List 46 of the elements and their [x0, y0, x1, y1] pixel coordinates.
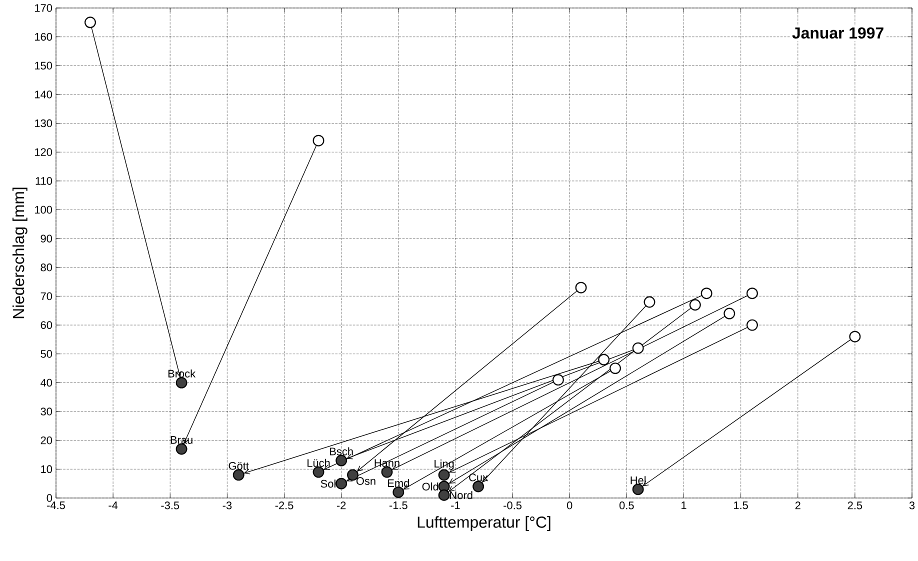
x-tick-label: 3 [909, 502, 915, 510]
y-tick-label: 140 [35, 90, 52, 98]
x-tick-label: -0.5 [504, 502, 522, 510]
y-tick-label: 160 [35, 32, 52, 41]
y-tick-label: 130 [35, 119, 52, 128]
y-tick-label: 40 [40, 378, 52, 387]
y-tick-label: 50 [40, 350, 52, 358]
y-tick-label: 80 [40, 264, 52, 272]
x-tick-label: -2.5 [275, 502, 294, 510]
y-tick-label: 30 [40, 408, 52, 416]
annotation: Lüch [308, 458, 330, 467]
x-tick-label: 1 [682, 502, 686, 510]
y-tick-label: 110 [36, 177, 52, 185]
annotation: Hel [630, 476, 646, 484]
x-tick-label: -4.5 [47, 502, 65, 510]
x-tick-label: 0 [566, 502, 572, 510]
annotation: Sol [320, 480, 336, 488]
y-tick-label: 100 [35, 206, 52, 214]
x-tick-label: 2.5 [848, 502, 862, 510]
x-tick-label: -2 [336, 502, 346, 510]
y-tick-label: 20 [40, 436, 52, 444]
x-axis-title: Lufttemperatur [°C] [418, 516, 550, 531]
x-tick-label: -1 [451, 502, 460, 510]
x-tick-label: -3 [222, 502, 232, 510]
text: Januar 1997 [792, 27, 884, 39]
x-tick-label: -4 [108, 502, 118, 510]
x-tick-label: 1.5 [734, 502, 748, 510]
x-tick-label: -1.5 [389, 502, 408, 510]
y-tick-label: 120 [35, 148, 52, 156]
annotation: Emd [388, 479, 409, 488]
x-tick-label: -3.5 [161, 502, 180, 510]
x-tick-label: 0.5 [619, 502, 634, 510]
y-axis-title: Niederschlag [mm] [12, 188, 28, 318]
annotation: Old [422, 482, 438, 490]
annotation: Osn [356, 477, 376, 485]
y-tick-label: 60 [40, 321, 52, 329]
y-tick-label: 10 [41, 465, 52, 474]
annotation: Bsch [330, 447, 353, 456]
x-tick-label: 2 [795, 502, 800, 510]
y-tick-label: 170 [35, 4, 52, 12]
annotation: Nord [450, 491, 472, 500]
y-tick-label: 0 [46, 494, 52, 502]
y-tick-label: 90 [40, 234, 52, 242]
y-tick-label: 70 [40, 292, 52, 300]
y-tick-label: 150 [35, 62, 52, 70]
annotation: Gött [228, 462, 249, 470]
